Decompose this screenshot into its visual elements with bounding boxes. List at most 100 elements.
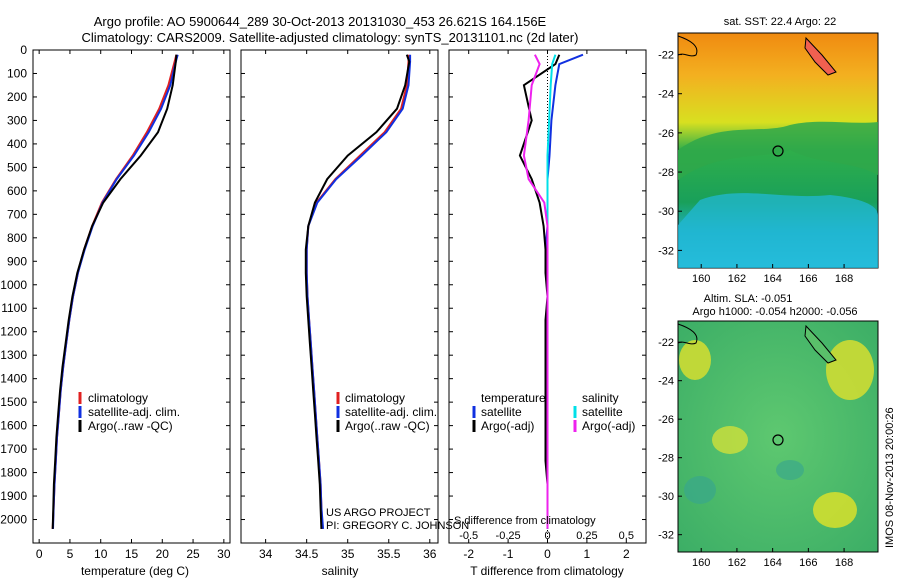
s-tick-label: -0.25 xyxy=(496,530,521,542)
s-tick-label: 0 xyxy=(544,530,550,542)
map-x-tick-label: 166 xyxy=(799,273,817,285)
series-line xyxy=(305,54,412,529)
t-difference-axis-label: T difference from climatology xyxy=(470,564,624,578)
map-y-tick-label: -24 xyxy=(658,89,674,101)
depth-ticks: 0 100 200 300 400 500 600 700 800 900 1000 1100 1200… xyxy=(0,43,646,527)
legend-salinity-group: salinity xyxy=(582,391,619,405)
difference-series-line xyxy=(544,53,584,529)
x-tick-label: 36 xyxy=(423,547,437,561)
map-x-tick-label: 162 xyxy=(728,557,746,569)
salinity-series xyxy=(304,54,412,529)
series-line xyxy=(52,54,179,529)
legend-argo: Argo(..raw -QC) xyxy=(88,419,173,433)
depth-tick-label: 500 xyxy=(7,160,27,174)
x-tick-label: 2 xyxy=(623,547,630,561)
map-x-tick-label: 168 xyxy=(835,557,853,569)
x-tick-label: 0 xyxy=(36,547,43,561)
sla-teal-patch-2 xyxy=(776,460,804,480)
sst-map: sat. SST: 22.4 Argo: 22 160 162 164 166 168 -… xyxy=(658,16,879,285)
temperature-axis-label: temperature (deg C) xyxy=(81,564,189,578)
salinity-panel: 34 34.5 35 35.5 36 salinity climatology sate… xyxy=(240,49,469,578)
project-note: US ARGO PROJECT xyxy=(326,507,431,519)
s-tick-label: 0.25 xyxy=(576,530,597,542)
map-y-tick-label: -26 xyxy=(658,128,674,140)
map-y-tick-label: -28 xyxy=(658,167,674,179)
map-x-tick-label: 162 xyxy=(728,273,746,285)
sla-yellow-patch xyxy=(679,340,711,380)
salinity-plot-frame xyxy=(240,49,439,544)
legend-s-argo: Argo(-adj) xyxy=(582,419,635,433)
map-y-tick-label: -28 xyxy=(658,453,674,465)
x-tick-label: 35 xyxy=(341,547,355,561)
map-y-tick-label: -22 xyxy=(658,50,674,62)
map-y-tick-label: -26 xyxy=(658,414,674,426)
sla-map-title: Altim. SLA: -0.051 xyxy=(704,293,793,305)
timestamp-stamp: IMOS 08-Nov-2013 20:00:26 xyxy=(884,407,896,548)
map-x-tick-label: 168 xyxy=(835,273,853,285)
legend-t-argo: Argo(-adj) xyxy=(481,419,534,433)
sst-float-marker xyxy=(772,145,784,157)
map-y-tick-label: -24 xyxy=(658,376,674,388)
pi-note: PI: GREGORY C. JOHNSON xyxy=(326,520,469,532)
map-y-tick-label: -32 xyxy=(658,245,674,257)
legend-climatology-2: climatology xyxy=(345,391,405,405)
depth-tick-label: 1500 xyxy=(0,395,27,409)
depth-tick-label: 1200 xyxy=(0,325,27,339)
depth-tick-label: 700 xyxy=(7,207,27,221)
sla-yellow-patch-4 xyxy=(813,492,857,528)
x-tick-label: 5 xyxy=(67,547,74,561)
depth-tick-label: 800 xyxy=(7,231,27,245)
map-x-tick-label: 160 xyxy=(692,557,710,569)
difference-series-line xyxy=(522,54,549,529)
x-tick-label: 34 xyxy=(259,547,273,561)
legend-climatology: climatology xyxy=(88,391,148,405)
depth-tick-label: 1900 xyxy=(0,489,27,503)
difference-series xyxy=(518,53,584,529)
depth-tick-label: 1700 xyxy=(0,442,27,456)
depth-tick-label: 600 xyxy=(7,184,27,198)
legend-satellite-2: satellite-adj. clim. xyxy=(345,405,437,419)
depth-tick-label: 1100 xyxy=(1,301,27,315)
depth-tick-label: 2000 xyxy=(0,513,27,527)
difference-series-line xyxy=(518,54,561,529)
x-tick-label: 34.5 xyxy=(295,547,319,561)
depth-tick-label: 900 xyxy=(7,254,27,268)
difference-ticks: -2 -1 0 1 2 -0.5 -0.25 0 0.25 0.5 xyxy=(459,50,634,561)
map-x-tick-label: 160 xyxy=(692,273,710,285)
sla-yellow-patch-3 xyxy=(712,426,748,454)
x-tick-label: 0 xyxy=(544,547,551,561)
series-line xyxy=(304,54,411,529)
sla-yellow-patch-2 xyxy=(826,340,874,400)
sla-map-title-2: Argo h1000: -0.054 h2000: -0.056 xyxy=(692,306,857,318)
difference-legend: temperature salinity satellite Argo(-adj… xyxy=(472,391,635,433)
sst-map-title: sat. SST: 22.4 Argo: 22 xyxy=(724,16,837,28)
sst-warm-tongue xyxy=(678,121,878,180)
temperature-legend: climatology satellite-adj. clim. Argo(..… xyxy=(78,391,180,433)
s-difference-axis-label: S difference from climatology xyxy=(454,515,596,527)
x-tick-label: 35.5 xyxy=(377,547,401,561)
map-x-tick-label: 164 xyxy=(763,557,781,569)
depth-tick-label: 1300 xyxy=(0,348,27,362)
depth-tick-label: 300 xyxy=(7,113,27,127)
depth-tick-label: 1800 xyxy=(0,466,27,480)
depth-tick-label: 0 xyxy=(20,43,27,57)
x-tick-label: 10 xyxy=(94,547,108,561)
legend-s-satellite: satellite xyxy=(582,405,623,419)
x-tick-label: 1 xyxy=(584,547,591,561)
map-y-tick-label: -22 xyxy=(658,337,674,349)
depth-tick-label: 100 xyxy=(7,66,27,80)
sla-map-ticks: 160 162 164 166 168 -22 -24 -26 -28 -30 -32 xyxy=(658,337,853,569)
legend-satellite: satellite-adj. clim. xyxy=(88,405,180,419)
temperature-panel: 0100200300400500600700800900100011001200… xyxy=(0,43,646,578)
legend-temperature-group: temperature xyxy=(481,391,546,405)
x-tick-label: 30 xyxy=(217,547,231,561)
series-line xyxy=(305,54,410,529)
sla-coast xyxy=(804,324,837,364)
salinity-legend: climatology satellite-adj. clim. Argo(..… xyxy=(336,391,437,433)
s-tick-label: -0.5 xyxy=(459,530,478,542)
series-line xyxy=(51,54,178,529)
depth-tick-label: 400 xyxy=(7,137,27,151)
sla-float-marker xyxy=(772,434,784,446)
map-y-tick-label: -30 xyxy=(658,491,674,503)
